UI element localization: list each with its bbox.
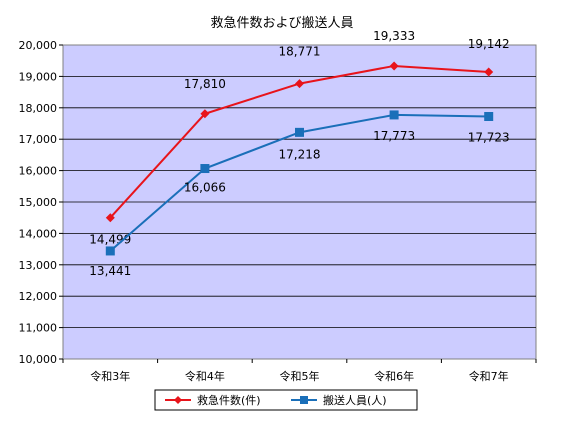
data-point (105, 213, 115, 223)
legend-label: 搬送人員(人) (323, 393, 387, 407)
legend-label: 救急件数(件) (197, 393, 261, 407)
data-label: 19,142 (468, 37, 510, 51)
data-point (105, 246, 115, 256)
y-tick-label: 20,000 (19, 39, 58, 52)
x-tick-label: 令和4年 (185, 369, 225, 383)
legend-box (154, 389, 418, 411)
data-label: 14,499 (89, 233, 131, 247)
legend: 救急件数(件) 搬送人員(人) (154, 389, 418, 411)
y-tick-label: 14,000 (19, 227, 58, 240)
legend-marker (174, 396, 182, 404)
series-2: 13,441 16,066 17,218 17,773 17,723 (89, 110, 510, 278)
data-label: 19,333 (373, 29, 415, 43)
y-tick-label: 19,000 (19, 70, 58, 83)
data-label: 13,441 (89, 264, 131, 278)
gridlines (63, 76, 536, 329)
data-label: 18,771 (279, 45, 321, 59)
x-tick-label: 令和3年 (90, 369, 130, 383)
legend-marker (300, 396, 308, 404)
series-1: 14,499 17,810 18,771 19,333 19,142 (89, 29, 509, 247)
y-tick-label: 10,000 (19, 353, 58, 366)
y-tick-label: 13,000 (19, 259, 58, 272)
x-tick-label: 令和7年 (469, 369, 509, 383)
x-tick-label: 令和5年 (280, 369, 320, 383)
data-point (484, 67, 494, 77)
data-label: 16,066 (184, 181, 226, 195)
y-tick-label: 18,000 (19, 102, 58, 115)
y-axis-ticks: 10,000 11,000 12,000 13,000 14,000 15,000 16,0… (19, 39, 63, 366)
series-group: 14,499 17,810 18,771 19,333 19,142 13,441 16,0… (89, 29, 509, 278)
chart-title: 救急件数および搬送人員 (210, 15, 353, 31)
y-tick-label: 15,000 (19, 196, 58, 209)
data-point (200, 109, 210, 119)
data-point (484, 111, 494, 121)
x-tick-label: 令和6年 (374, 369, 414, 383)
data-point (295, 79, 304, 89)
y-tick-label: 16,000 (19, 165, 58, 178)
x-axis-ticks: 令和3年 令和4年 令和5年 令和6年 令和7年 (62, 359, 537, 383)
y-tick-label: 12,000 (19, 290, 58, 303)
y-tick-label: 17,000 (19, 133, 58, 146)
data-point (389, 110, 399, 120)
y-tick-label: 11,000 (19, 322, 58, 335)
data-label: 17,218 (279, 147, 321, 161)
data-label: 17,773 (373, 129, 415, 143)
data-point (295, 127, 304, 137)
data-label: 17,810 (184, 77, 226, 91)
data-label: 17,723 (468, 130, 510, 144)
data-point (389, 61, 399, 71)
data-point (200, 164, 210, 174)
